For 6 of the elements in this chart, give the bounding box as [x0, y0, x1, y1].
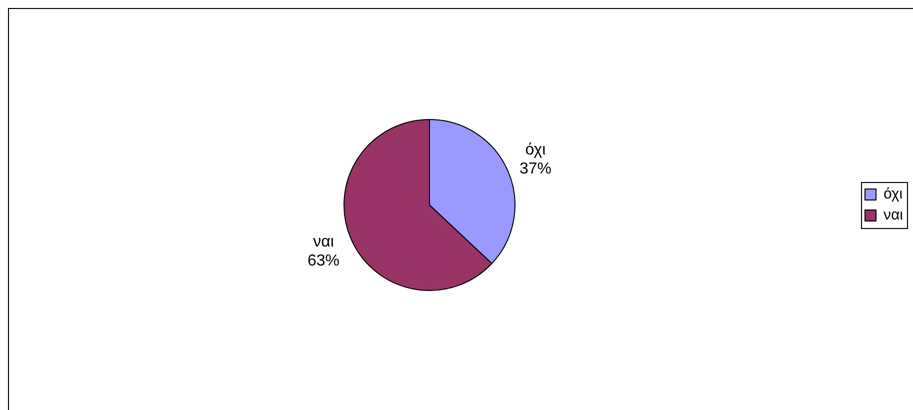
- legend-label: ναι: [883, 206, 904, 224]
- data-label: 37%: [519, 160, 552, 178]
- legend-label: όχι: [883, 186, 903, 203]
- slice-label: όχι: [525, 142, 546, 159]
- data-label: 63%: [307, 252, 340, 270]
- slice-label: ναι: [313, 233, 334, 250]
